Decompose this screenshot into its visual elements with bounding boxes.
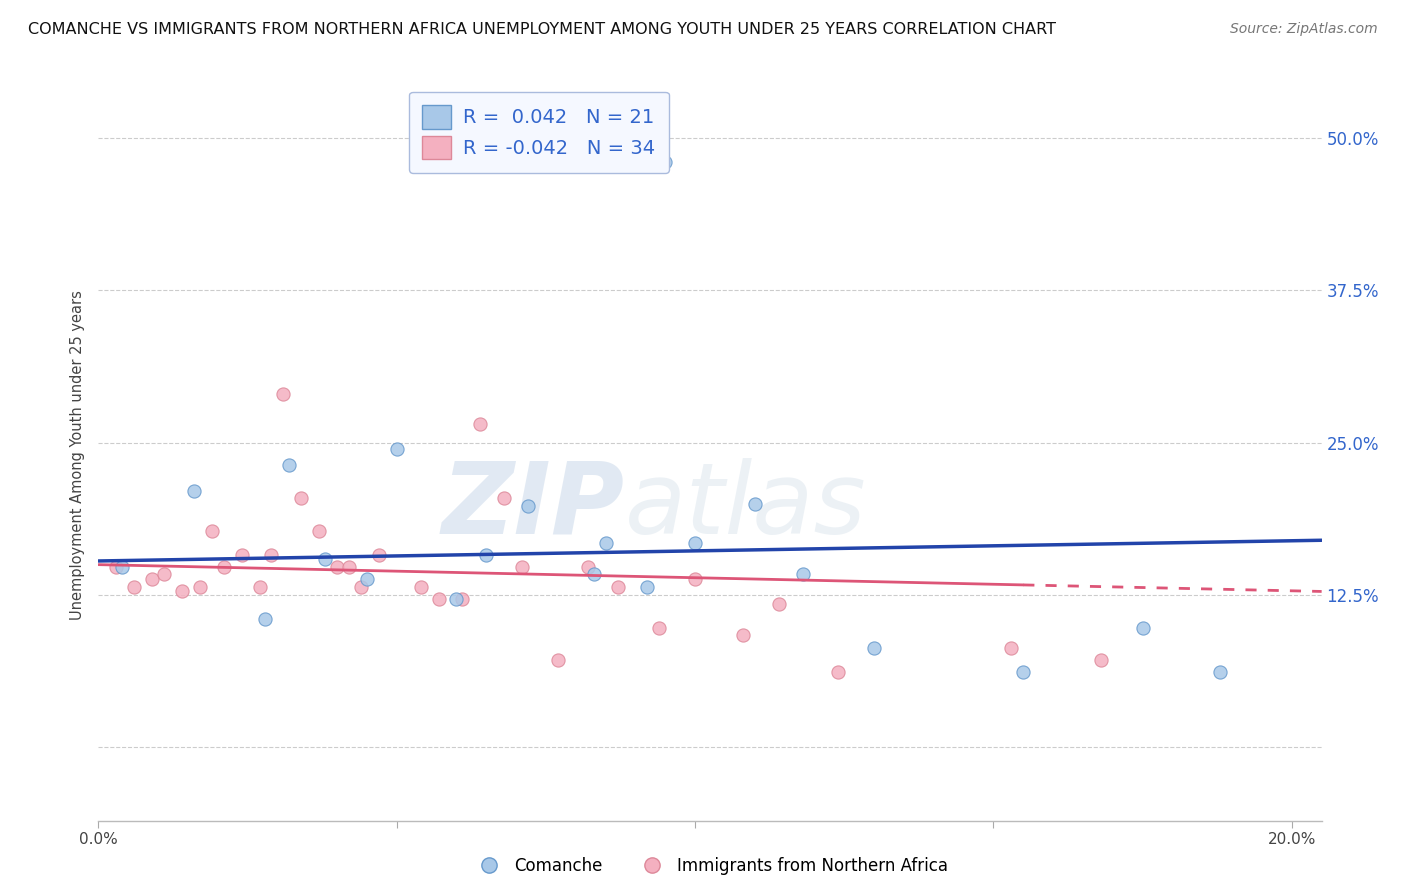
Point bbox=[827, 665, 849, 679]
Point bbox=[475, 548, 498, 562]
Text: Source: ZipAtlas.com: Source: ZipAtlas.com bbox=[1230, 22, 1378, 37]
Text: COMANCHE VS IMMIGRANTS FROM NORTHERN AFRICA UNEMPLOYMENT AMONG YOUTH UNDER 25 YE: COMANCHE VS IMMIGRANTS FROM NORTHERN AFR… bbox=[28, 22, 1056, 37]
Point bbox=[1132, 621, 1154, 635]
Point bbox=[510, 560, 533, 574]
Point bbox=[451, 591, 474, 606]
Point bbox=[170, 584, 193, 599]
Point bbox=[367, 548, 389, 562]
Point bbox=[105, 560, 128, 574]
Point bbox=[792, 567, 814, 582]
Point bbox=[494, 491, 516, 505]
Point bbox=[768, 597, 790, 611]
Point bbox=[446, 591, 468, 606]
Point bbox=[744, 497, 766, 511]
Point bbox=[863, 640, 886, 655]
Point bbox=[337, 560, 360, 574]
Point bbox=[1090, 653, 1112, 667]
Point bbox=[212, 560, 235, 574]
Point bbox=[356, 572, 378, 586]
Point bbox=[231, 548, 253, 562]
Point bbox=[1000, 640, 1022, 655]
Point bbox=[683, 572, 706, 586]
Point bbox=[188, 580, 211, 594]
Point bbox=[201, 524, 224, 538]
Y-axis label: Unemployment Among Youth under 25 years: Unemployment Among Youth under 25 years bbox=[70, 290, 86, 620]
Point bbox=[273, 387, 295, 401]
Point bbox=[153, 567, 176, 582]
Text: ZIP: ZIP bbox=[441, 458, 624, 555]
Point bbox=[576, 560, 599, 574]
Point bbox=[314, 551, 336, 566]
Point bbox=[141, 572, 163, 586]
Point bbox=[308, 524, 330, 538]
Text: atlas: atlas bbox=[624, 458, 866, 555]
Point bbox=[636, 580, 658, 594]
Point bbox=[254, 613, 277, 627]
Point bbox=[409, 580, 432, 594]
Point bbox=[427, 591, 450, 606]
Point bbox=[595, 535, 617, 549]
Point bbox=[683, 535, 706, 549]
Point bbox=[517, 499, 540, 513]
Point bbox=[290, 491, 312, 505]
Point bbox=[111, 560, 134, 574]
Point bbox=[1209, 665, 1232, 679]
Point bbox=[326, 560, 349, 574]
Legend: Comanche, Immigrants from Northern Africa: Comanche, Immigrants from Northern Afric… bbox=[465, 850, 955, 882]
Point bbox=[260, 548, 283, 562]
Point bbox=[470, 417, 492, 432]
Point bbox=[648, 621, 671, 635]
Point bbox=[350, 580, 373, 594]
Point bbox=[122, 580, 145, 594]
Point bbox=[278, 458, 301, 472]
Point bbox=[385, 442, 408, 456]
Point bbox=[1012, 665, 1035, 679]
Point bbox=[654, 155, 676, 169]
Point bbox=[731, 628, 754, 642]
Point bbox=[249, 580, 271, 594]
Point bbox=[183, 484, 205, 499]
Point bbox=[547, 653, 569, 667]
Point bbox=[582, 567, 605, 582]
Point bbox=[606, 580, 628, 594]
